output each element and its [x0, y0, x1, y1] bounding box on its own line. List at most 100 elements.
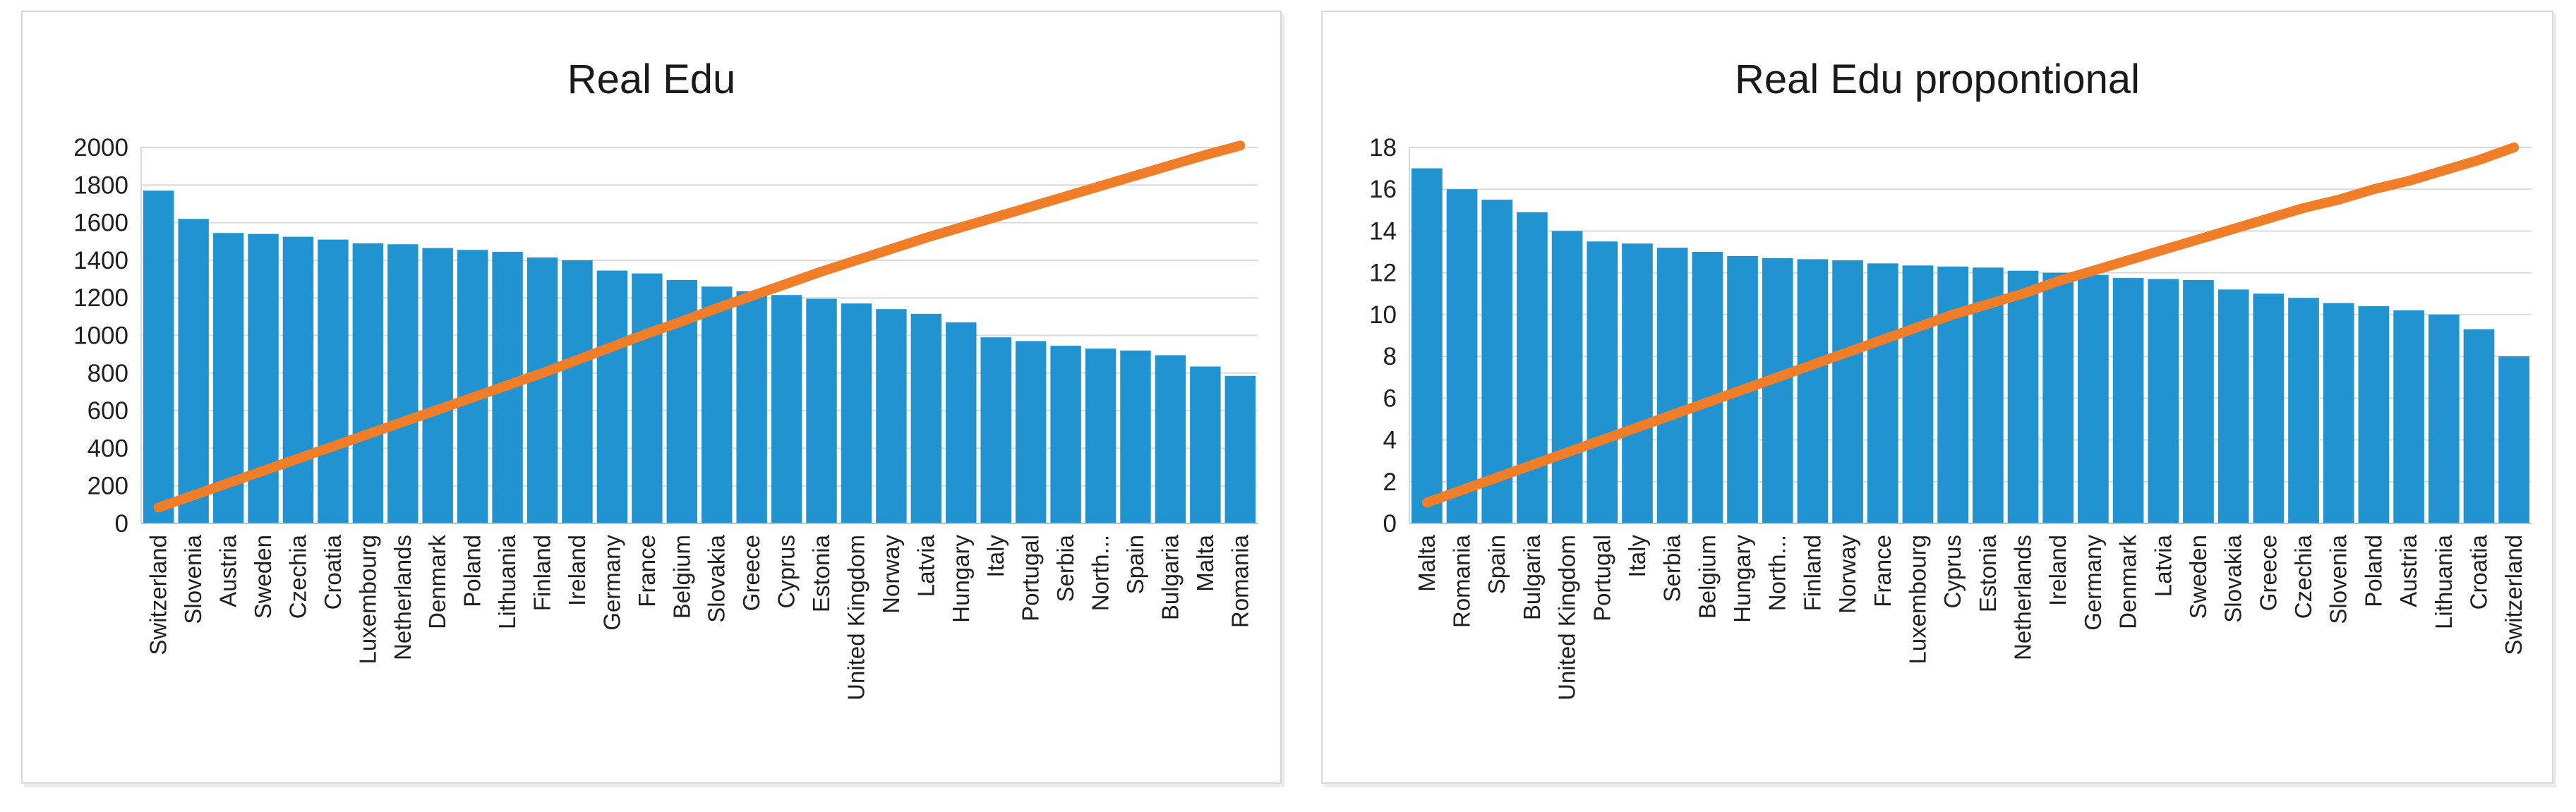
category-label: Austria [215, 534, 241, 607]
category-label: Ireland [2045, 535, 2071, 606]
category-label: Denmark [2115, 535, 2141, 629]
category-label: Lithuania [494, 534, 520, 629]
bar [1692, 252, 1723, 523]
category-label: United Kingdom [843, 535, 869, 701]
bar [771, 295, 802, 523]
y-tick-label: 2 [1383, 468, 1397, 496]
bar [2183, 280, 2214, 523]
category-label: Netherlands [390, 535, 416, 660]
y-tick-label: 1000 [73, 322, 128, 350]
chart-panel-real-edu: 0 200 400 600 800 1000 1200 1400 1600 1800 2000 Swi… [21, 11, 1282, 784]
y-tick-label: 1400 [73, 247, 128, 274]
bar [1622, 243, 1653, 523]
category-label: Slovenia [180, 534, 206, 624]
category-label: Poland [2360, 535, 2386, 607]
bar [1762, 257, 1793, 523]
category-label: Croatia [320, 534, 346, 610]
cumulative-line [1421, 143, 2520, 508]
category-label: Denmark [424, 535, 450, 629]
bar [2323, 303, 2354, 523]
category-label: Sweden [2185, 535, 2211, 619]
category-label: Greece [738, 535, 764, 611]
bar [1050, 346, 1081, 523]
bar [2042, 272, 2074, 523]
category-label: Cyprus [1939, 535, 1966, 609]
bar [387, 244, 419, 523]
category-label: France [1870, 535, 1896, 607]
bar [1517, 212, 1548, 523]
bar [1446, 189, 1478, 523]
bar [1797, 259, 1829, 523]
category-label: Spain [1483, 535, 1510, 594]
category-label: Greece [2255, 535, 2281, 611]
bar [2078, 274, 2109, 523]
y-tick-label: 18 [1369, 134, 1397, 162]
category-label: Lithuania [2431, 534, 2457, 629]
category-label: Hungary [1729, 535, 1755, 623]
bar [2428, 314, 2460, 523]
bar [1587, 241, 1618, 523]
bar [946, 322, 977, 523]
bar [1867, 263, 1898, 523]
bar [248, 234, 279, 523]
bar [143, 190, 174, 523]
category-label: Finland [529, 535, 555, 611]
category-label: Portugal [1589, 535, 1615, 622]
bar [876, 309, 907, 523]
bar [1120, 350, 1151, 523]
category-label: Estonia [1975, 534, 2001, 612]
bar [1224, 375, 1256, 523]
bar [702, 286, 733, 523]
category-label: Italy [1624, 535, 1650, 578]
bar-line-chart-real-edu-proportional: 0 2 4 6 8 10 12 14 16 18 Malta Romania Spain Bulgaria… [1369, 134, 2532, 701]
category-label: Slovenia [2325, 534, 2352, 624]
category-label: Romania [1449, 534, 1475, 628]
bar [1155, 355, 1186, 523]
category-label: Poland [459, 535, 486, 607]
category-label: Malta [1192, 534, 1218, 591]
bar [2217, 289, 2249, 523]
category-label: Romania [1227, 534, 1253, 628]
category-label: Finland [1799, 535, 1825, 611]
category-label: Germany [2080, 535, 2106, 631]
bar [282, 236, 314, 523]
bar-line-chart-real-edu: 0 200 400 600 800 1000 1200 1400 1600 1800 2000 Swi… [73, 134, 1258, 701]
bar [2498, 356, 2529, 523]
y-tick-label: 0 [115, 510, 128, 538]
category-label: North... [1764, 535, 1790, 611]
bar [2148, 279, 2179, 523]
category-label: Slovakia [704, 534, 730, 622]
bar [2112, 278, 2144, 523]
category-label: Serbia [1659, 534, 1685, 602]
category-label: Luxembourg [354, 535, 380, 664]
category-label: Italy [982, 535, 1009, 578]
category-label: Latvia [913, 534, 939, 597]
bar [1656, 248, 1688, 523]
bar [736, 291, 767, 523]
bar [178, 219, 209, 523]
bar [2358, 306, 2390, 523]
category-label: Spain [1122, 535, 1148, 594]
category-label: Estonia [808, 534, 834, 612]
chart-title: Real Edu propontional [1735, 56, 2140, 102]
bar [457, 250, 488, 523]
bar [1937, 266, 1968, 523]
category-label: Czechia [284, 534, 311, 619]
category-label: United Kingdom [1554, 535, 1580, 701]
category-label: North... [1088, 535, 1114, 611]
bar [2288, 298, 2319, 523]
category-label: Austria [2395, 534, 2421, 607]
y-tick-label: 12 [1369, 260, 1397, 287]
bar [806, 298, 837, 523]
y-tick-label: 4 [1383, 427, 1397, 454]
chart-title: Real Edu [567, 56, 736, 102]
category-label: Slovakia [2220, 534, 2246, 622]
bar [562, 260, 593, 523]
category-label: Netherlands [2010, 535, 2036, 660]
bar [1085, 349, 1117, 523]
category-label: Czechia [2290, 534, 2316, 619]
category-label: Malta [1414, 534, 1440, 591]
chart-panel-real-edu-proportional: 0 2 4 6 8 10 12 14 16 18 Malta Romania Spain Bulgaria… [1321, 11, 2553, 784]
y-tick-label: 8 [1383, 343, 1397, 370]
